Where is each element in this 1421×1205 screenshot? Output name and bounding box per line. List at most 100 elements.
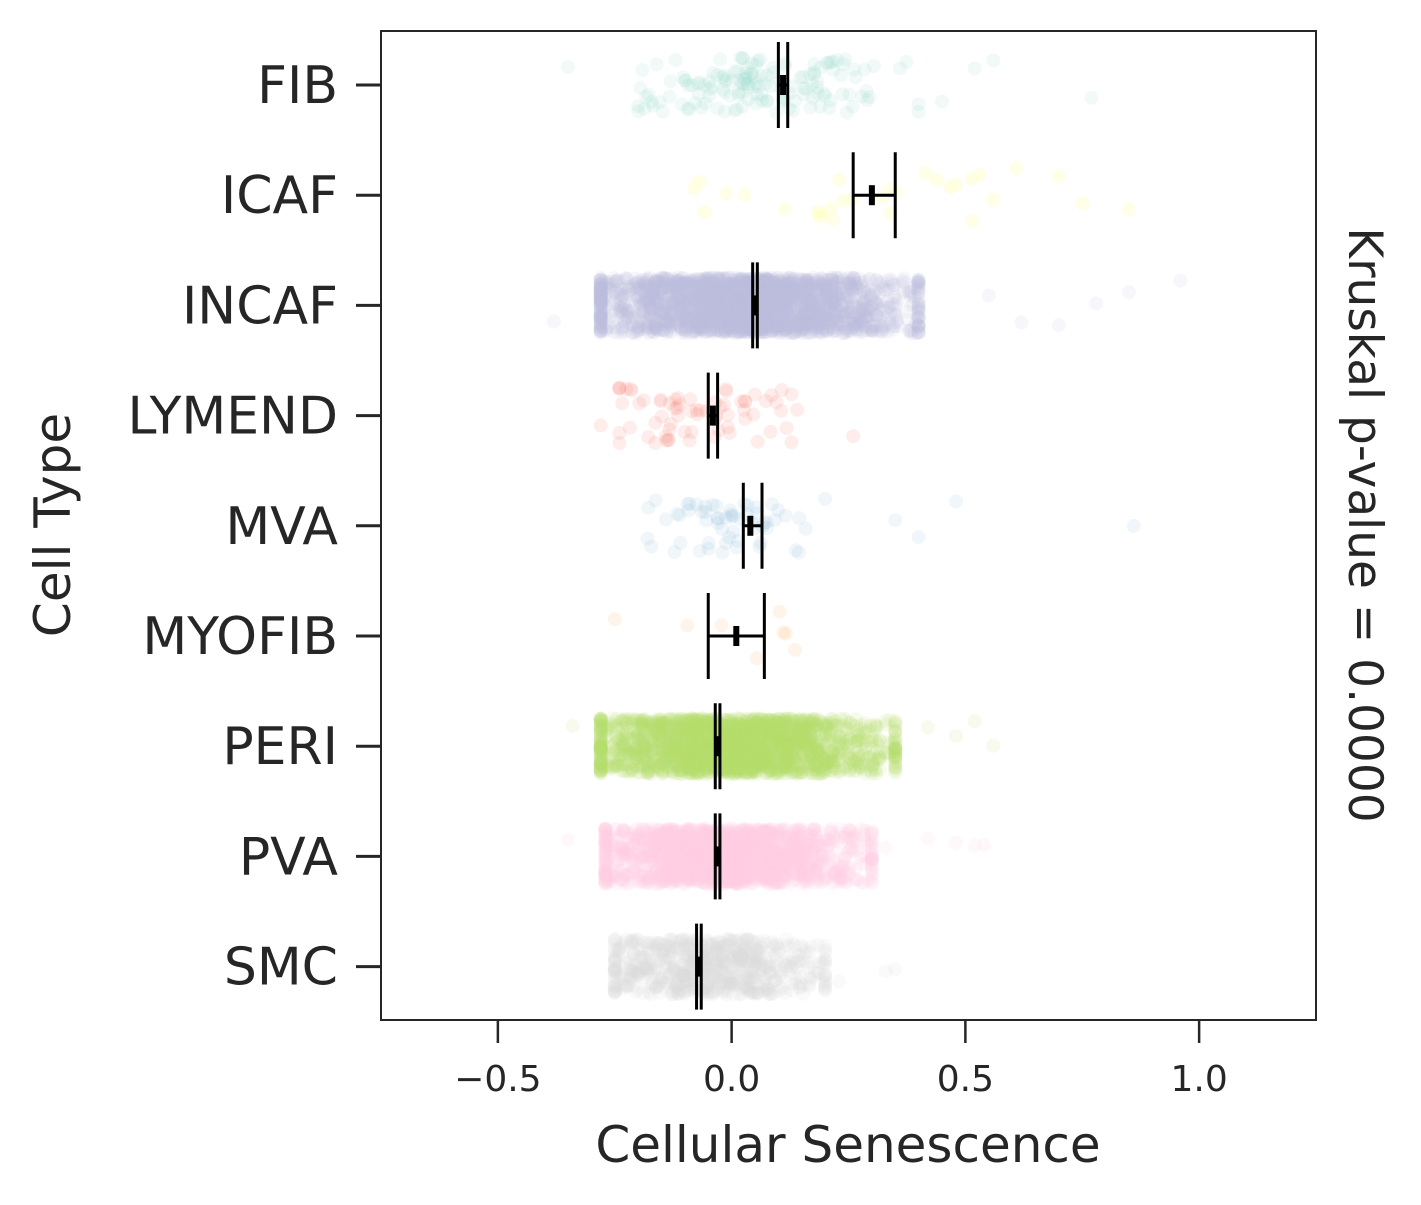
point [857,319,872,334]
point [704,303,719,318]
point [702,88,717,103]
point [704,322,719,337]
point [718,72,732,87]
point [986,192,1001,207]
point [798,297,813,311]
point [709,273,724,288]
points-lymend [593,380,861,450]
point [640,316,655,331]
point [648,415,663,430]
point [612,436,627,450]
point [658,274,673,289]
point [756,280,770,295]
point [801,282,816,297]
point [680,618,695,633]
point [810,86,825,101]
point [911,287,926,302]
point [694,308,709,323]
point [760,94,774,109]
point [1009,161,1024,176]
point [784,270,798,285]
point [672,284,687,299]
point [686,278,701,293]
point [911,530,926,545]
point [595,275,610,289]
point [837,305,852,320]
point [857,285,872,300]
point [717,68,732,83]
point [876,321,891,336]
point [677,307,692,321]
point [663,316,678,331]
point [644,95,659,109]
point [854,89,869,104]
point [627,281,642,295]
point [782,271,797,285]
point [732,288,746,303]
point [793,70,808,85]
point [972,167,987,182]
point [796,87,811,102]
point [717,285,732,300]
point [667,293,682,308]
point [652,95,667,110]
point [817,86,832,101]
point [674,297,689,312]
point [824,277,839,292]
point [729,102,744,117]
point [774,383,789,397]
point [633,80,648,95]
point [723,88,738,103]
point [788,543,803,558]
point [813,284,828,299]
point [964,172,979,187]
point [814,207,829,222]
point [720,270,735,285]
point [769,271,784,286]
point [763,305,778,320]
point [859,84,874,99]
point [779,322,794,337]
point [615,300,630,315]
point [911,97,926,112]
point [918,166,933,181]
point [739,320,754,335]
point [851,318,866,333]
point [784,314,799,329]
point [942,180,957,195]
point [681,102,696,117]
point [745,66,760,81]
point [797,317,812,332]
point [899,304,914,319]
point [795,320,810,335]
point [687,181,702,196]
point [712,281,727,296]
point [899,54,914,69]
point [713,310,728,325]
point [782,309,797,324]
point [727,64,742,79]
point [725,74,740,88]
point [714,324,729,339]
point [665,271,680,286]
point [733,324,748,339]
point [666,307,681,322]
point [893,61,907,76]
point [845,284,859,298]
point [708,278,723,293]
point [593,304,608,318]
point [813,60,828,75]
point [794,301,809,316]
point [675,310,690,325]
point [732,271,747,286]
point [711,305,726,320]
point [762,315,777,330]
point [730,296,745,311]
point [703,286,718,301]
point [847,272,862,287]
point [860,93,875,108]
point [734,76,749,91]
point [759,288,774,303]
point [593,321,608,336]
point [831,320,846,335]
